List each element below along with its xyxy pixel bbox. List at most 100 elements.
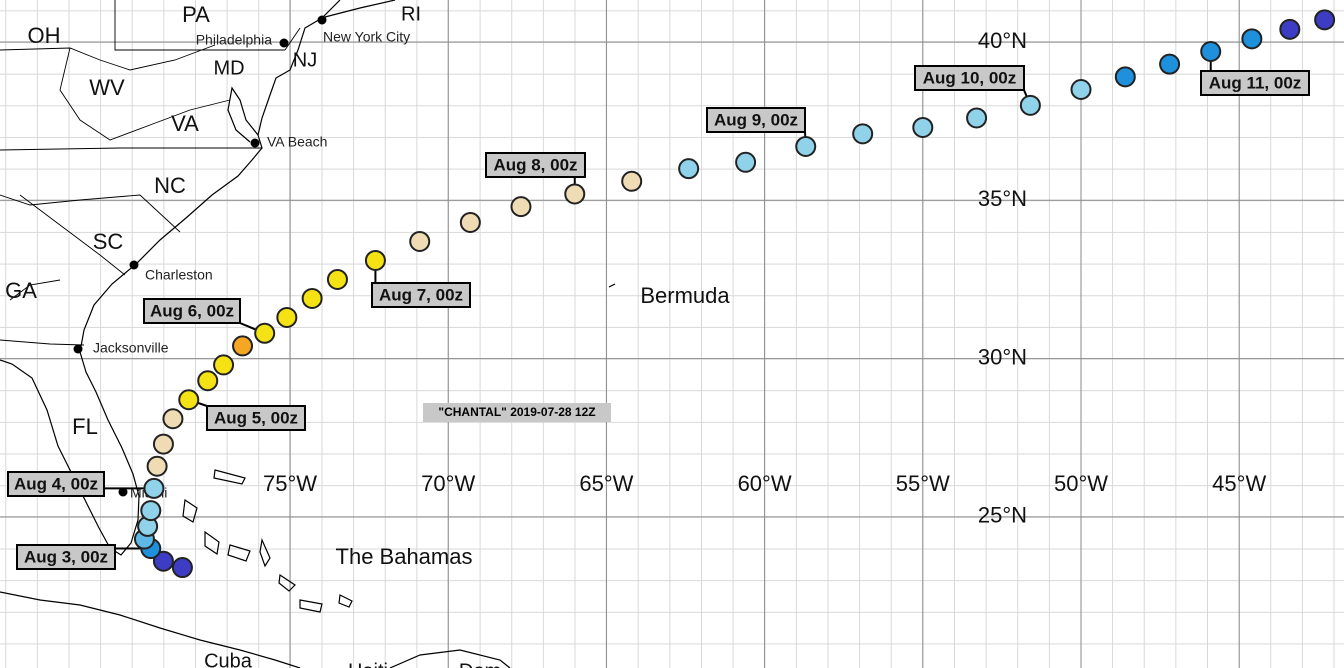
track-point [678, 158, 700, 180]
city-dot [73, 344, 83, 354]
track-point [146, 455, 168, 477]
title-background [423, 403, 611, 422]
annotation-label: Aug 8, 00z [493, 155, 577, 174]
coastlines [0, 0, 616, 668]
annotation-box [485, 152, 586, 178]
lat-label: 30°N [978, 344, 1027, 369]
track-point [232, 335, 254, 357]
track-point [1019, 94, 1041, 116]
annotation-box [143, 298, 241, 324]
track-point [564, 183, 586, 205]
city-dot [250, 138, 260, 148]
track-point [409, 230, 431, 252]
lon-label: 45°W [1212, 471, 1266, 496]
chesapeake [227, 86, 259, 143]
region-label: WV [89, 75, 125, 100]
annotation-label: Aug 11, 00z [1209, 73, 1302, 92]
city-dot [129, 260, 139, 270]
track-point [364, 249, 386, 271]
lon-label: 60°W [738, 471, 792, 496]
city-label: New York City [323, 29, 410, 45]
track-point [301, 287, 323, 309]
track-point [276, 306, 298, 328]
track-point [912, 116, 934, 138]
track-point [197, 370, 219, 392]
lon-label: 70°W [421, 471, 475, 496]
lat-label: 25°N [978, 503, 1027, 528]
hispaniola [389, 649, 511, 668]
lon-label: 55°W [896, 471, 950, 496]
track-point [621, 170, 643, 192]
region-label: PA [182, 2, 210, 27]
border [0, 0, 301, 346]
annotation-label: Aug 5, 00z [214, 408, 298, 427]
region-label: RI [401, 3, 421, 25]
track-point [1314, 9, 1336, 31]
lat-label: 40°N [978, 28, 1027, 53]
track-point [735, 151, 757, 173]
annotation-box [1200, 70, 1310, 96]
annotation-label: Aug 6, 00z [150, 301, 234, 320]
city-dot [279, 38, 289, 48]
annotation-box [914, 65, 1025, 91]
bahamas [182, 469, 353, 613]
annotation-label: Aug 9, 00z [714, 110, 798, 129]
track-point [152, 433, 174, 455]
region-label: Bermuda [640, 283, 730, 308]
track-point [966, 107, 988, 129]
track-point [795, 135, 817, 157]
region-label: Dom [459, 660, 501, 668]
long-island [324, 0, 396, 18]
annotation-box [706, 107, 806, 133]
track-point [1159, 53, 1181, 75]
region-label: The Bahamas [336, 544, 473, 569]
track-point [510, 196, 532, 218]
track-point [1200, 40, 1222, 62]
region-label: NC [154, 173, 186, 198]
city-dot [317, 15, 327, 25]
region-label: VA [171, 111, 199, 136]
cuba [0, 591, 301, 668]
annotation-box [206, 405, 306, 431]
annotation-box [16, 544, 116, 570]
storm-title: "CHANTAL" 2019-07-28 12Z [438, 405, 595, 419]
city-dot [118, 487, 128, 497]
city-label: Jacksonville [93, 340, 169, 356]
city-label: Philadelphia [196, 32, 272, 48]
track-point [143, 477, 165, 499]
region-label: MD [213, 57, 244, 79]
coastline [0, 0, 341, 556]
city-label: Charleston [145, 267, 213, 283]
lon-label: 75°W [263, 471, 317, 496]
track-point [852, 123, 874, 145]
track-point [254, 322, 276, 344]
track-point [459, 211, 481, 233]
region-label: GA [5, 278, 37, 303]
region-label: FL [72, 414, 98, 439]
track-point [1070, 78, 1092, 100]
track-point [140, 500, 162, 522]
track-point [1279, 18, 1301, 40]
track-point [162, 408, 184, 430]
region-label: NJ [293, 49, 317, 71]
track-point [326, 268, 348, 290]
track-point [171, 557, 193, 579]
lon-label: 65°W [579, 471, 633, 496]
annotation-box [371, 282, 471, 308]
lat-label: 35°N [978, 186, 1027, 211]
annotation-box [7, 471, 105, 497]
lon-label: 50°W [1054, 471, 1108, 496]
region-label: SC [93, 229, 124, 254]
annotation-label: Aug 7, 00z [379, 285, 463, 304]
annotation-label: Aug 10, 00z [923, 68, 1017, 87]
annotation-label: Aug 3, 00z [24, 547, 108, 566]
borders [0, 0, 301, 346]
region-label: OH [28, 23, 61, 48]
bermuda-island [608, 283, 616, 288]
annotation-label: Aug 4, 00z [14, 474, 98, 493]
city-label: VA Beach [267, 134, 327, 150]
track-point [178, 389, 200, 411]
region-label: Haiti [348, 660, 388, 668]
